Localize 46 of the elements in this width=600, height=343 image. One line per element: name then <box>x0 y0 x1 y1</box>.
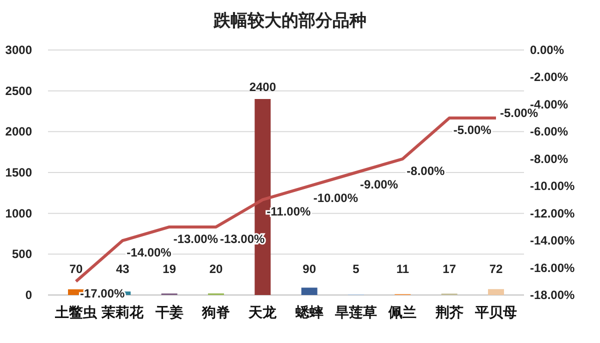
data-label: 72 <box>489 262 503 276</box>
x-tick-label: 蟋蟀 <box>294 305 324 321</box>
chart-title: 跌幅较大的部分品种 <box>212 11 366 31</box>
x-tick-label: 佩兰 <box>388 304 417 321</box>
y2-tick-label: -2.00% <box>530 70 568 84</box>
x-tick-label: 旱莲草 <box>334 305 377 321</box>
data-label: 11 <box>396 262 410 276</box>
x-tick-label: 土鳖虫 <box>54 305 98 321</box>
y2-tick-label: -18.00% <box>530 288 576 302</box>
data-label: -13.00% <box>173 232 218 246</box>
data-label: -17.00% <box>80 286 126 300</box>
data-label: -8.00% <box>406 164 446 178</box>
y2-tick-label: -10.00% <box>530 179 576 194</box>
y-tick-label: 2500 <box>5 84 32 98</box>
y2-tick-label: -16.00% <box>530 260 576 275</box>
x-tick-label: 天龙 <box>248 305 278 321</box>
x-tick-label: 荆芥 <box>434 305 464 321</box>
y-tick-label: 0 <box>25 288 32 302</box>
x-tick-label: 茉莉花 <box>100 305 145 321</box>
data-label: 70 <box>69 262 83 276</box>
data-label: 5 <box>352 262 360 276</box>
data-label: 2400 <box>249 80 276 94</box>
bar <box>301 288 318 295</box>
data-label: -10.00% <box>313 191 358 206</box>
data-label: 19 <box>162 262 176 276</box>
y-tick-label: 500 <box>12 247 32 262</box>
y2-tick-label: -14.00% <box>530 234 576 248</box>
y2-tick-label: -8.00% <box>530 152 568 166</box>
x-tick-label: 平贝母 <box>474 305 517 321</box>
x-tick-label: 狗脊 <box>201 305 230 321</box>
data-label: 43 <box>116 262 130 276</box>
data-label: -9.00% <box>360 178 398 192</box>
y-tick-label: 2000 <box>5 124 32 139</box>
data-label: 90 <box>302 262 316 276</box>
data-label: -5.00% <box>453 123 492 138</box>
y2-tick-label: 0.00% <box>530 43 564 57</box>
y2-tick-label: -12.00% <box>530 206 576 220</box>
bar <box>488 289 504 295</box>
x-tick-label: 干姜 <box>154 304 184 321</box>
y-tick-label: 1000 <box>5 206 32 220</box>
data-label: -14.00% <box>126 246 172 260</box>
data-label: 20 <box>209 262 223 276</box>
y-tick-label: 3000 <box>5 43 32 57</box>
data-label: 17 <box>442 262 456 276</box>
y-tick-label: 1500 <box>5 166 32 180</box>
y2-tick-label: -6.00% <box>530 124 568 139</box>
